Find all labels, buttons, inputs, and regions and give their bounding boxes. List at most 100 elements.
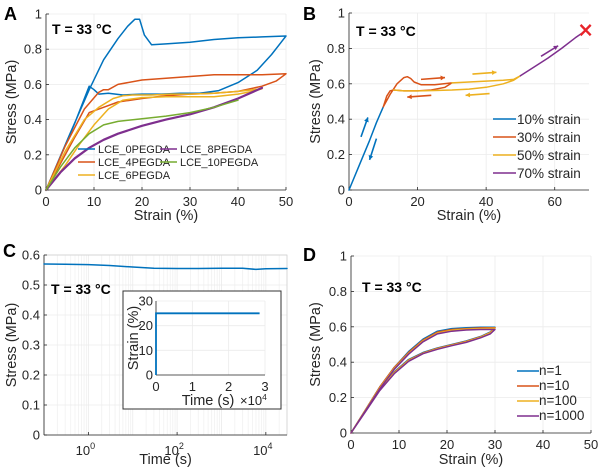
legend-label: 30% strain bbox=[517, 130, 581, 145]
arrow-head-icon bbox=[368, 154, 374, 160]
series-line-50-strain bbox=[392, 75, 522, 92]
y-tick-label: 1 bbox=[35, 7, 42, 22]
temperature-annotation: T = 33 °C bbox=[52, 21, 112, 37]
legend-label: 50% strain bbox=[517, 148, 581, 163]
y-tick-label: 0.8 bbox=[327, 41, 345, 56]
legend-label: LCE_8PEGDA bbox=[180, 144, 253, 156]
series-line-lce-10pegda bbox=[45, 99, 239, 191]
x-tick-label: 40 bbox=[231, 194, 245, 209]
arrow-head-icon bbox=[407, 94, 412, 100]
y-tick-label: 1 bbox=[340, 249, 347, 264]
inset-x-tick-label: 2 bbox=[225, 379, 232, 394]
temperature-annotation: T = 33 °C bbox=[362, 279, 422, 295]
break-marker-icon: × bbox=[577, 18, 594, 42]
x-tick-label: 20 bbox=[135, 194, 149, 209]
y-axis-label: Stress (MPa) bbox=[4, 303, 20, 388]
y-tick-label: 0.4 bbox=[329, 355, 347, 370]
y-axis-label: Stress (MPa) bbox=[4, 60, 20, 145]
inset-x-axis-label: Time (s) bbox=[182, 393, 235, 409]
x-tick-label: 0 bbox=[347, 437, 354, 452]
series-line-n-1 bbox=[350, 326, 496, 434]
legend-label: n=1 bbox=[539, 363, 562, 378]
series-line-n-10 bbox=[350, 326, 496, 434]
inset-x-multiplier: ×104 bbox=[240, 392, 267, 408]
y-tick-label: 0.6 bbox=[329, 319, 347, 334]
y-tick-label: 0.2 bbox=[327, 147, 345, 162]
x-axis-label: Strain (%) bbox=[437, 208, 501, 224]
inset-x-tick-label: 0 bbox=[152, 379, 159, 394]
arrow-head-icon bbox=[440, 75, 445, 81]
x-tick-label: 10 bbox=[87, 194, 101, 209]
panel-label: A bbox=[4, 4, 17, 24]
y-tick-label: 0.6 bbox=[22, 248, 40, 263]
legend-label: LCE_4PEGDA bbox=[98, 157, 171, 169]
x-tick-label: 40 bbox=[536, 437, 550, 452]
legend-label: LCE_0PEGDA bbox=[98, 144, 171, 156]
x-tick-exponent: 2 bbox=[179, 441, 184, 451]
temperature-annotation: T = 33 °C bbox=[51, 281, 111, 297]
y-tick-label: 0.2 bbox=[22, 368, 40, 383]
series-line-10-strain bbox=[348, 106, 385, 191]
inset-y-axis-label: Strain (%) bbox=[126, 306, 142, 370]
x-tick-label: 0 bbox=[345, 194, 352, 209]
series-line-n-100 bbox=[350, 327, 496, 434]
inset-x-multiplier-exponent: 4 bbox=[262, 392, 267, 402]
x-tick-label: 102 bbox=[164, 441, 183, 458]
y-tick-label: 0.2 bbox=[329, 390, 347, 405]
y-tick-label: 0 bbox=[340, 426, 347, 441]
x-tick-exponent: 0 bbox=[90, 441, 95, 451]
y-tick-label: 0.6 bbox=[327, 76, 345, 91]
series-line-lce-4pegda bbox=[45, 73, 287, 191]
temperature-annotation: T = 33 °C bbox=[356, 23, 416, 39]
inset-y-tick-label: 0 bbox=[146, 368, 153, 383]
inset-y-tick-label: 10 bbox=[139, 343, 153, 358]
inset-y-tick-label: 20 bbox=[139, 318, 153, 333]
x-tick-label: 10 bbox=[392, 437, 406, 452]
x-tick-base: 10 bbox=[164, 443, 178, 458]
x-tick-base: 10 bbox=[76, 443, 90, 458]
legend-label: 10% strain bbox=[517, 112, 581, 127]
x-axis-label: Strain (%) bbox=[439, 452, 503, 468]
panel-a: 0 10 20 30 40 50 0 0.2 0.4 0.6 0.8 1 Strain (%) Stres… bbox=[4, 4, 293, 224]
series-line-lce-0pegda bbox=[45, 18, 287, 191]
x-tick-label: 100 bbox=[76, 441, 95, 458]
y-axis-label: Stress (MPa) bbox=[308, 302, 324, 387]
inset-y-tick-label: 30 bbox=[139, 294, 153, 309]
y-tick-label: 0.5 bbox=[22, 278, 40, 293]
y-axis-label: Stress (MPa) bbox=[308, 59, 324, 144]
x-tick-label: 40 bbox=[479, 194, 493, 209]
legend-label: LCE_10PEGDA bbox=[180, 157, 259, 169]
inset-x-tick-label: 3 bbox=[261, 379, 268, 394]
x-tick-label: 30 bbox=[183, 194, 197, 209]
inset-x-multiplier-base: ×10 bbox=[240, 393, 262, 408]
arrow-head-icon bbox=[465, 92, 471, 98]
panel-label: D bbox=[303, 245, 316, 265]
x-axis-label: Time (s) bbox=[139, 452, 192, 468]
y-tick-label: 0.3 bbox=[22, 338, 40, 353]
x-tick-label: 20 bbox=[410, 194, 424, 209]
y-tick-label: 0.6 bbox=[24, 77, 42, 92]
panel-label: C bbox=[3, 241, 16, 261]
y-tick-label: 0.2 bbox=[24, 147, 42, 162]
inset-series-line bbox=[155, 312, 260, 375]
legend-label: LCE_6PEGDA bbox=[98, 170, 171, 182]
y-tick-label: 0 bbox=[35, 183, 42, 198]
y-tick-label: 0.8 bbox=[24, 42, 42, 57]
legend-label: n=10 bbox=[539, 378, 569, 393]
legend-label: n=100 bbox=[539, 393, 577, 408]
x-tick-label: 50 bbox=[584, 437, 598, 452]
series-line-stress bbox=[43, 263, 288, 271]
panel-d: 0 10 20 30 40 50 0 0.2 0.4 0.6 0.8 1 Strain (%) Stres… bbox=[303, 245, 598, 468]
x-tick-label: 60 bbox=[547, 194, 561, 209]
y-tick-label: 0.4 bbox=[24, 112, 42, 127]
legend-label: 70% strain bbox=[517, 166, 581, 181]
x-tick-exponent: 4 bbox=[268, 441, 273, 451]
x-tick-label: 30 bbox=[488, 437, 502, 452]
y-tick-label: 0.1 bbox=[22, 398, 40, 413]
x-tick-label: 20 bbox=[440, 437, 454, 452]
y-tick-label: 0.4 bbox=[22, 308, 40, 323]
arrow-head-icon bbox=[364, 117, 369, 123]
